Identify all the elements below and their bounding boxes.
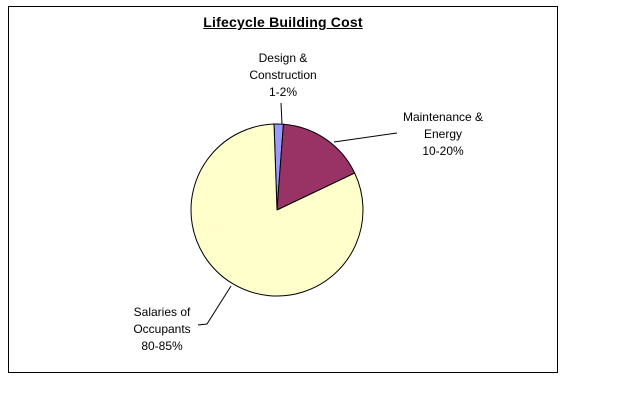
callout-line-maintenance	[333, 132, 398, 143]
callout-text-line: Occupants	[133, 322, 191, 336]
callout-text-line: Maintenance &	[402, 110, 484, 124]
callout-line-salaries	[197, 285, 232, 326]
callout-label-salaries-occupants: Salaries of Occupants 80-85%	[102, 304, 222, 355]
callout-text-line: Design &	[258, 51, 308, 65]
callout-line-design	[280, 102, 283, 125]
callout-lines-group	[197, 102, 398, 326]
pie-slices-group	[190, 123, 364, 297]
pie-slice-salaries-occupants	[190, 123, 364, 297]
callout-text-line: 1-2%	[268, 85, 297, 99]
pie-slice-maintenance-energy	[276, 123, 356, 211]
callout-text-line: Construction	[249, 68, 317, 82]
callout-label-maintenance-energy: Maintenance & Energy 10-20%	[383, 109, 503, 160]
callout-text-line: 80-85%	[141, 339, 183, 353]
callout-label-design-construction: Design & Construction 1-2%	[223, 50, 343, 101]
chart-title: Lifecycle Building Cost	[203, 14, 363, 30]
callout-text-line: Salaries of	[133, 305, 191, 319]
callout-text-line: 10-20%	[422, 144, 464, 158]
callout-text-line: Energy	[423, 127, 463, 141]
